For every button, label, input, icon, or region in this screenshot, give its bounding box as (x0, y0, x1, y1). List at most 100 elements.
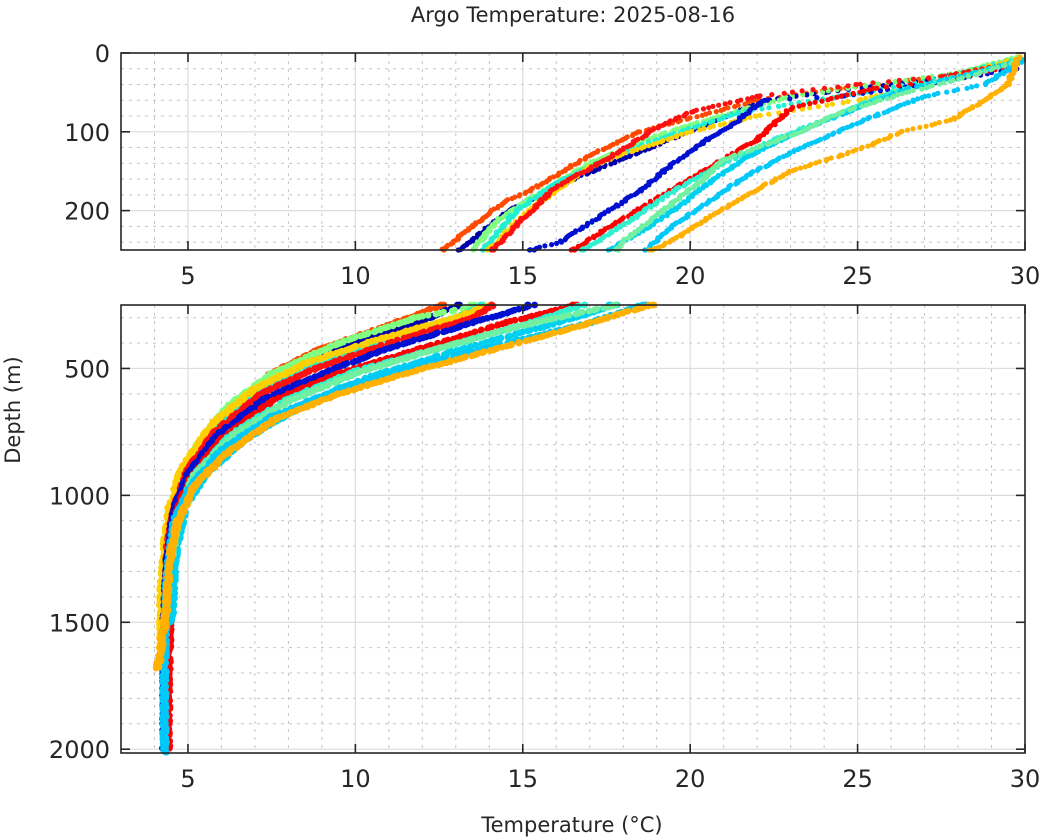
data-point (806, 162, 813, 169)
data-point (829, 131, 836, 137)
data-point (747, 114, 753, 120)
data-point (659, 197, 666, 203)
data-point (889, 94, 896, 100)
data-point (716, 102, 722, 108)
data-point (732, 104, 738, 110)
data-point (923, 85, 929, 91)
data-point (965, 74, 972, 80)
data-point (661, 122, 667, 128)
data-point (829, 101, 836, 107)
data-point (863, 102, 870, 108)
data-point (988, 67, 994, 73)
series-profile-11 (612, 58, 1021, 253)
data-point (752, 105, 758, 111)
data-point (730, 201, 736, 207)
data-point (814, 122, 820, 128)
data-point (514, 223, 520, 229)
data-point (844, 151, 850, 157)
x-tick-label: 30 (1010, 262, 1041, 290)
data-point (781, 153, 787, 160)
data-point (823, 157, 829, 164)
data-point (847, 107, 853, 113)
lower-major-grid (121, 305, 1026, 753)
data-point (822, 135, 828, 141)
data-point (926, 93, 932, 99)
data-point (440, 328, 447, 336)
y-tick-label: 100 (64, 119, 110, 147)
data-point (812, 99, 818, 105)
data-point (606, 232, 612, 238)
data-point (672, 117, 678, 123)
data-point (509, 195, 515, 202)
data-point (956, 76, 962, 82)
data-point (775, 103, 782, 109)
data-point (660, 209, 666, 215)
data-point (771, 98, 777, 104)
data-point (861, 88, 867, 94)
data-point (749, 147, 755, 153)
data-point (863, 95, 869, 101)
data-point (914, 84, 920, 90)
data-point (667, 239, 673, 245)
data-point (779, 135, 785, 141)
data-point (858, 146, 864, 152)
data-point (804, 92, 810, 98)
data-point (890, 84, 897, 90)
x-tick-label: 10 (340, 262, 371, 290)
data-point (781, 102, 787, 108)
data-point (432, 304, 439, 312)
data-point (865, 116, 871, 122)
data-point (371, 328, 378, 336)
data-point (671, 189, 677, 195)
data-point (754, 167, 761, 173)
data-point (644, 221, 650, 228)
data-point (697, 127, 703, 133)
data-point (608, 161, 614, 167)
data-point (600, 146, 606, 153)
data-point (810, 87, 816, 93)
data-point (617, 224, 623, 230)
data-point (885, 135, 892, 141)
data-point (796, 103, 802, 109)
data-point (831, 113, 837, 119)
series-profile-10 (605, 56, 1026, 253)
data-point (899, 91, 905, 97)
data-point (969, 84, 975, 90)
data-point (685, 190, 691, 196)
data-point (865, 143, 871, 149)
data-point (918, 82, 925, 88)
data-point (850, 148, 856, 154)
data-point (648, 135, 654, 141)
data-point (703, 201, 710, 207)
data-point (894, 131, 900, 137)
data-point (821, 118, 828, 124)
data-point (757, 112, 763, 118)
data-point (910, 87, 916, 94)
data-point (717, 122, 723, 128)
data-point (1001, 70, 1007, 77)
data-point (554, 173, 561, 179)
data-point (886, 79, 892, 85)
data-point (614, 140, 620, 146)
data-point (964, 85, 970, 91)
data-point (983, 81, 989, 88)
data-point (681, 183, 687, 189)
data-point (735, 110, 741, 116)
data-point (577, 227, 583, 233)
data-point (866, 87, 872, 93)
data-point (432, 310, 440, 318)
data-point (765, 141, 771, 147)
data-point (815, 104, 822, 110)
data-point (936, 81, 943, 87)
data-point (516, 193, 522, 199)
data-point (819, 98, 825, 104)
data-point (943, 118, 949, 124)
data-point (857, 81, 863, 87)
data-point (628, 148, 635, 155)
series-profile-7 (159, 301, 539, 702)
data-point (919, 95, 925, 101)
data-point (869, 142, 875, 148)
data-point (701, 126, 707, 132)
data-point (902, 101, 908, 107)
